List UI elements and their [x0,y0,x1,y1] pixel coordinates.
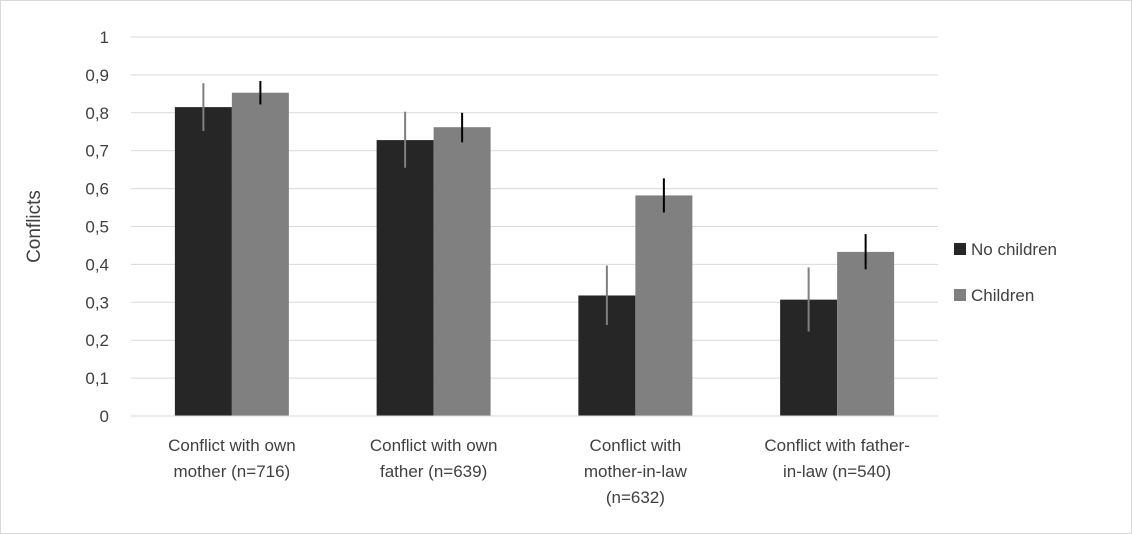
y-tick-label: 0,4 [85,255,109,274]
y-tick-label: 0 [100,407,109,426]
bar [635,195,693,416]
x-category-label: Conflict with father-in-law (n=540) [764,436,910,481]
bar [433,127,491,417]
bar [231,92,289,416]
x-category-label: Conflict with mother-in-law (n=632) [584,436,688,507]
legend: No children Children [954,240,1057,305]
y-tick-label: 1 [100,28,109,47]
x-category-label-line: Conflict with own [370,436,498,455]
x-category-label-line: in-law (n=540) [783,462,891,481]
y-tick-label: 0,7 [85,142,109,161]
y-tick-label: 0,1 [85,369,109,388]
y-axis-title: Conflicts [24,190,45,263]
x-category-label: Conflict with own father (n=639) [370,436,498,481]
x-category-label-line: mother-in-law [584,462,688,481]
x-axis-category-labels: Conflict with own mother (n=716)Conflict … [168,436,910,507]
bar [376,140,434,416]
x-category-label-line: Conflict with father- [764,436,910,455]
y-tick-label: 0,8 [85,104,109,123]
bar [174,107,232,417]
y-axis-tick-labels: 0 0,1 0,2 0,3 0,4 0,5 0,6 0,7 0,8 0,9 1 [85,28,109,426]
x-category-label-line: (n=632) [606,488,665,507]
y-tick-label: 0,9 [85,66,109,85]
x-category-label-line: Conflict with [590,436,682,455]
legend-label: Children [971,286,1034,305]
x-category-label: Conflict with own mother (n=716) [168,436,296,481]
y-tick-label: 0,3 [85,293,109,312]
y-tick-label: 0,2 [85,331,109,350]
legend-swatch [954,243,966,255]
error-bars [202,80,867,332]
y-tick-label: 0,5 [85,218,109,237]
bar [837,251,895,416]
y-tick-label: 0,6 [85,180,109,199]
x-category-label-line: father (n=639) [380,462,487,481]
bars [174,92,895,417]
x-category-label-line: Conflict with own [168,436,296,455]
legend-label: No children [971,240,1057,259]
legend-swatch [954,289,966,301]
x-category-label-line: mother (n=716) [174,462,291,481]
